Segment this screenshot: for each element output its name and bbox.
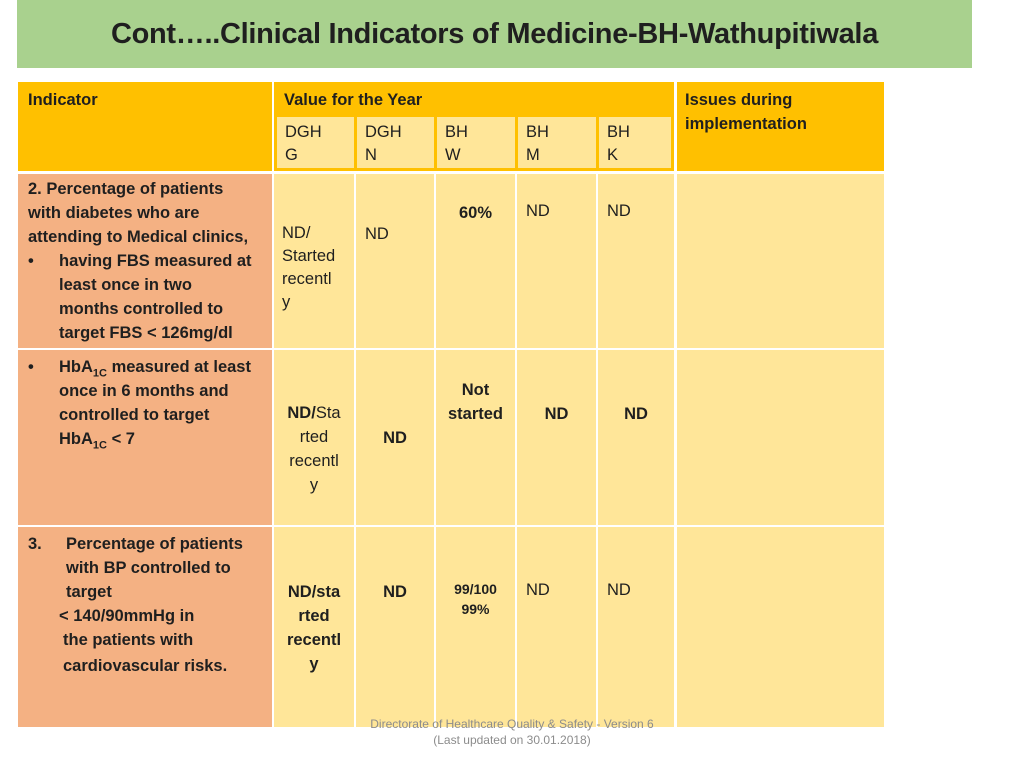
title-bar: Cont…..Clinical Indicators of Medicine-B… bbox=[17, 0, 972, 68]
header-issues: Issues during implementation bbox=[677, 82, 884, 171]
row1-bhm: ND bbox=[517, 174, 596, 348]
row3-dghg: ND/sta rted recentl y bbox=[274, 527, 354, 727]
row2-bhm: ND bbox=[517, 350, 596, 525]
col-bhw: BH W bbox=[437, 117, 515, 168]
row2-indicator: • HbA1C measured at least once in 6 mont… bbox=[18, 350, 272, 525]
row2-dghn: ND bbox=[356, 350, 434, 525]
row1-bhw: 60% bbox=[436, 174, 515, 348]
row3-bhw: 99/100 99% bbox=[436, 527, 515, 727]
row1-dghg: ND/ Started recentl y bbox=[274, 174, 354, 348]
row3-bhk: ND bbox=[598, 527, 674, 727]
row1-dghn: ND bbox=[356, 174, 434, 348]
page-title: Cont…..Clinical Indicators of Medicine-B… bbox=[110, 17, 879, 50]
row1-issues bbox=[677, 174, 884, 348]
row1-bhk: ND bbox=[598, 174, 674, 348]
bullet-icon: • bbox=[28, 358, 34, 376]
row3-issues bbox=[677, 527, 884, 727]
col-bhm: BH M bbox=[518, 117, 596, 168]
col-dghg: DGH G bbox=[277, 117, 354, 168]
col-bhk: BH K bbox=[599, 117, 671, 168]
row1-indicator: 2. Percentage of patients with diabetes … bbox=[18, 174, 272, 348]
header-indicator: Indicator bbox=[18, 82, 272, 171]
bullet-icon: • bbox=[28, 252, 34, 270]
row2-bhw: Not started bbox=[436, 350, 515, 525]
row2-issues bbox=[677, 350, 884, 525]
footer: Directorate of Healthcare Quality & Safe… bbox=[370, 717, 654, 747]
row3-dghn: ND bbox=[356, 527, 434, 727]
col-dghn: DGH N bbox=[357, 117, 434, 168]
row3-bhm: ND bbox=[517, 527, 596, 727]
row3-indicator: 3. Percentage of patients with BP contro… bbox=[18, 527, 272, 727]
row2-dghg: ND/Sta rted recentl y bbox=[274, 350, 354, 525]
row2-bhk: ND bbox=[598, 350, 674, 525]
